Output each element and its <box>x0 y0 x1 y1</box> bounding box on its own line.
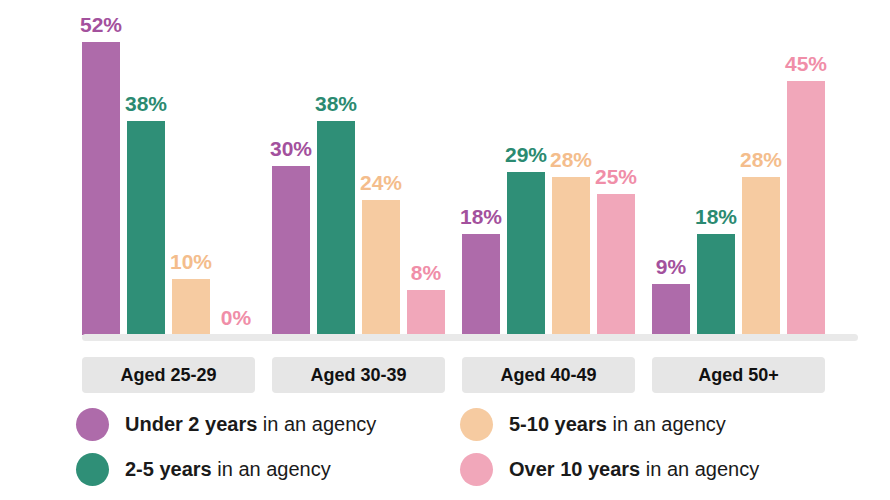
bar-slot: 9% <box>652 256 690 335</box>
bar-slot: 24% <box>362 172 400 335</box>
bar <box>362 200 400 335</box>
bar-value-label: 9% <box>656 256 686 277</box>
bar-slot: 0% <box>217 307 255 335</box>
bar-slot: 38% <box>317 93 355 335</box>
bar-value-label: 0% <box>221 307 251 328</box>
bar <box>127 121 165 335</box>
bar-value-label: 52% <box>80 14 122 35</box>
legend-item: Over 10 years in an agency <box>460 453 856 486</box>
bar-value-label: 30% <box>270 138 312 159</box>
category-pill: Aged 50+ <box>652 357 825 393</box>
bar-value-label: 38% <box>315 93 357 114</box>
bar-value-label: 29% <box>505 144 547 165</box>
bar-slot: 8% <box>407 262 445 335</box>
bar-slot: 10% <box>172 251 210 335</box>
bar-slot: 28% <box>742 149 780 335</box>
category-axis: Aged 25-29 Aged 30-39 Aged 40-49 Aged 50+ <box>82 357 825 393</box>
legend-color-dot <box>76 408 109 441</box>
bar <box>507 172 545 335</box>
category-pill: Aged 40-49 <box>462 357 635 393</box>
plot-area: 52%38%10%0%30%38%24%8%18%29%28%25%9%18%2… <box>82 0 825 335</box>
legend-label: 5-10 years in an agency <box>509 413 726 436</box>
bar-value-label: 45% <box>785 53 827 74</box>
bar-value-label: 38% <box>125 93 167 114</box>
bar-slot: 18% <box>462 206 500 335</box>
legend-item: 2-5 years in an agency <box>76 453 460 486</box>
legend-color-dot <box>460 453 493 486</box>
legend-color-dot <box>76 453 109 486</box>
bar <box>82 42 120 335</box>
bar-value-label: 28% <box>740 149 782 170</box>
bar-value-label: 25% <box>595 166 637 187</box>
bar-value-label: 18% <box>460 206 502 227</box>
bar <box>407 290 445 335</box>
bar-group: 18% 29%28%25% <box>462 0 635 335</box>
bar-slot: 25% <box>597 166 635 335</box>
category-pill: Aged 25-29 <box>82 357 255 393</box>
legend-label: Over 10 years in an agency <box>509 458 759 481</box>
bar <box>742 177 780 335</box>
bar-slot: 45% <box>787 53 825 335</box>
bar-slot: 52% <box>82 14 120 335</box>
bar-slot: 30% <box>272 138 310 335</box>
legend-color-dot <box>460 408 493 441</box>
legend-item: 5-10 years in an agency <box>460 408 856 441</box>
bar-value-label: 8% <box>411 262 441 283</box>
bar <box>697 234 735 335</box>
bar-slot: 29% <box>507 144 545 335</box>
bar <box>462 234 500 335</box>
bar-value-label: 18% <box>695 206 737 227</box>
bar <box>552 177 590 335</box>
bar-value-label: 28% <box>550 149 592 170</box>
bar <box>317 121 355 335</box>
bar-group: 30% 38% 24% 8% <box>272 0 445 335</box>
legend-label: Under 2 years in an agency <box>125 413 376 436</box>
bar-slot: 28% <box>552 149 590 335</box>
bar <box>597 194 635 335</box>
category-pill: Aged 30-39 <box>272 357 445 393</box>
tenure-by-age-chart: 52%38%10%0%30%38%24%8%18%29%28%25%9%18%2… <box>0 0 890 500</box>
bar-group: 9% 18% 28% 45% <box>652 0 825 335</box>
bar-slot: 18% <box>697 206 735 335</box>
bar-slot: 38% <box>127 93 165 335</box>
bar <box>652 284 690 335</box>
legend-item: Under 2 years in an agency <box>76 408 460 441</box>
bar-value-label: 24% <box>360 172 402 193</box>
bar <box>787 81 825 335</box>
legend: Under 2 years in an agency 5-10 years in … <box>76 408 856 486</box>
bar <box>172 279 210 335</box>
legend-label: 2-5 years in an agency <box>125 458 331 481</box>
bar-value-label: 10% <box>170 251 212 272</box>
x-axis-baseline <box>82 334 858 341</box>
bar-group: 52% 38% 10% 0% <box>82 0 255 335</box>
bar <box>272 166 310 335</box>
